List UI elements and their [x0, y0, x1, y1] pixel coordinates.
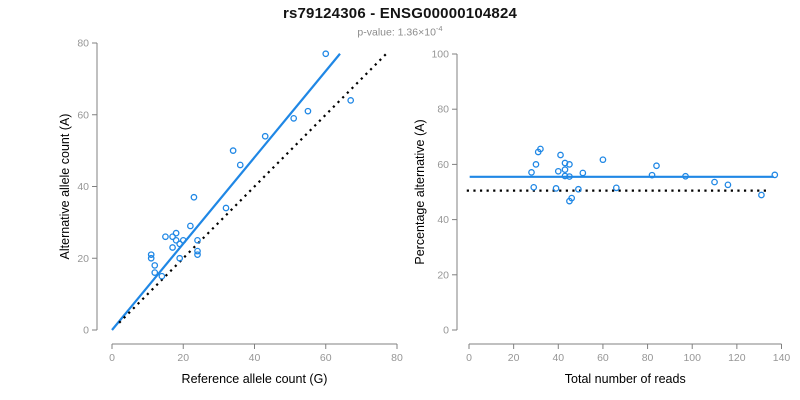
data-point — [566, 173, 573, 180]
data-point — [552, 185, 560, 192]
data-point — [187, 222, 194, 230]
data-point — [566, 197, 573, 205]
y-tick-label: 0 — [443, 325, 449, 337]
data-point — [147, 254, 155, 262]
data-point — [682, 172, 689, 180]
y-tick-label: 20 — [77, 253, 89, 265]
left-plot: 0 20 40 60 80 Reference allele count (G) 0 20 40… — [58, 38, 403, 387]
data-point — [222, 204, 230, 212]
identity-line — [118, 51, 389, 324]
y-tick-label: 100 — [431, 49, 449, 61]
x-axis-title: Reference allele count (G) — [182, 372, 328, 386]
y-tick-label: 80 — [77, 38, 89, 50]
data-point — [176, 240, 184, 248]
data-points — [147, 50, 355, 280]
x-tick-label: 0 — [466, 352, 472, 364]
data-point — [162, 233, 169, 241]
y-tick-label: 80 — [437, 104, 449, 116]
x-axis: 0 20 40 60 80 100 120 140 Total number of reads — [466, 343, 791, 386]
data-point — [322, 50, 330, 58]
y-tick-label: 40 — [77, 181, 89, 193]
data-point — [724, 181, 732, 189]
data-points — [528, 145, 779, 205]
data-point — [194, 247, 201, 255]
x-tick-label: 40 — [552, 352, 564, 364]
x-tick-label: 0 — [109, 352, 115, 364]
y-axis: 0 20 40 60 80 100 Percentage alternative (A) — [413, 49, 458, 337]
p-value-subtitle: p-value: 1.36×10-4 — [0, 24, 800, 39]
x-tick-label: 40 — [249, 352, 261, 364]
data-point — [179, 236, 187, 244]
data-point — [169, 233, 176, 241]
data-point — [304, 107, 312, 115]
data-point — [190, 193, 198, 201]
data-point — [579, 169, 587, 177]
data-point — [575, 185, 582, 193]
data-point — [151, 262, 159, 269]
x-axis-title: Total number of reads — [565, 372, 686, 386]
y-axis-title: Percentage alternative (A) — [413, 119, 427, 264]
y-tick-label: 60 — [77, 109, 89, 121]
data-point — [194, 251, 201, 259]
x-tick-label: 60 — [597, 352, 609, 364]
data-point — [561, 159, 569, 167]
x-tick-label: 60 — [320, 352, 332, 364]
p-value-text: p-value: 1.36×10 — [357, 26, 436, 39]
data-point — [347, 97, 355, 104]
x-tick-label: 120 — [728, 352, 746, 364]
data-point — [261, 132, 269, 140]
chart-title: rs79124306 - ENSG00000104824 — [282, 5, 518, 22]
data-point — [554, 167, 562, 175]
y-tick-label: 40 — [437, 214, 449, 226]
data-point — [172, 236, 180, 244]
data-point — [290, 114, 298, 122]
y-tick-label: 60 — [437, 159, 449, 171]
data-point — [561, 172, 569, 180]
data-point — [532, 161, 540, 168]
data-point — [229, 147, 237, 154]
x-tick-label: 100 — [683, 352, 701, 364]
x-axis: 0 20 40 60 80 Reference allele count (G) — [109, 343, 403, 386]
y-tick-label: 20 — [437, 269, 449, 281]
data-point — [648, 171, 656, 179]
data-point — [534, 148, 542, 156]
x-tick-label: 20 — [508, 352, 520, 364]
data-point — [194, 236, 201, 244]
x-tick-label: 140 — [773, 352, 791, 364]
data-point — [711, 178, 718, 186]
data-point — [561, 166, 569, 173]
data-point — [158, 272, 166, 280]
p-value-exponent: -4 — [435, 24, 443, 33]
x-tick-label: 80 — [391, 352, 403, 364]
data-point — [612, 184, 620, 192]
data-point — [528, 169, 535, 176]
data-point — [169, 244, 176, 251]
data-point — [172, 229, 180, 237]
data-point — [176, 254, 184, 262]
data-point — [771, 171, 779, 179]
data-point — [599, 156, 607, 164]
data-point — [758, 191, 765, 199]
fit-line — [111, 53, 341, 331]
data-point — [236, 161, 244, 169]
data-point — [557, 151, 564, 159]
x-tick-label: 80 — [642, 352, 654, 364]
x-tick-label: 20 — [177, 352, 189, 364]
y-tick-label: 0 — [83, 325, 89, 337]
data-point — [147, 251, 155, 259]
data-point — [653, 162, 660, 170]
y-axis: 0 20 40 60 80 Alternative allele count (A) — [58, 38, 98, 337]
y-axis-title: Alternative allele count (A) — [58, 114, 72, 260]
data-point — [530, 183, 538, 191]
data-point — [151, 269, 159, 276]
